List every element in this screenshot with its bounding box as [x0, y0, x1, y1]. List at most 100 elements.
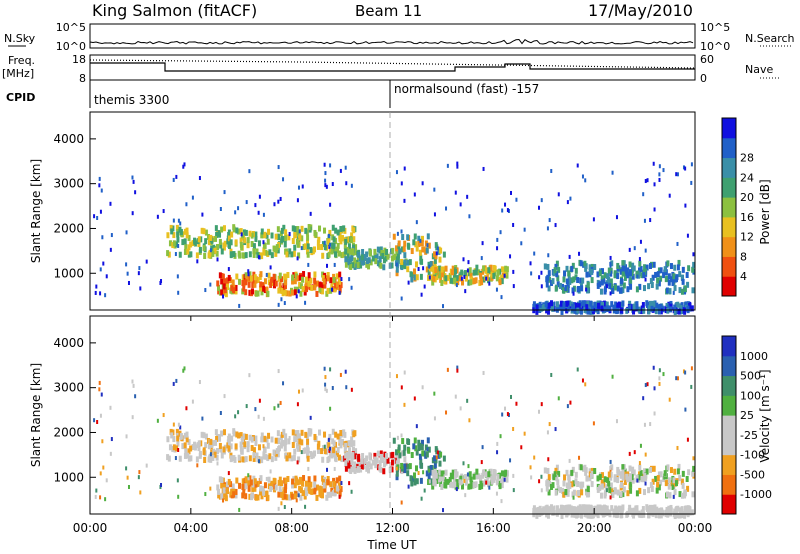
- velocity-cell: [348, 481, 351, 486]
- velocity-cell: [549, 483, 553, 490]
- velocity-cell: [270, 436, 274, 443]
- power-cell: [414, 241, 418, 248]
- power-cell: [277, 199, 280, 204]
- power-cell: [242, 229, 246, 236]
- velocity-cell: [160, 482, 163, 487]
- velocity-cell: [334, 455, 338, 462]
- velocity-cell: [535, 512, 539, 519]
- power-cell: [291, 278, 295, 285]
- power-cell: [474, 277, 478, 284]
- power-cell: [692, 261, 696, 268]
- velocity-cell: [590, 481, 594, 488]
- velocity-cell: [260, 432, 264, 439]
- power-cell: [555, 260, 559, 267]
- velocity-cell: [452, 477, 456, 484]
- velocity-cell: [567, 474, 571, 481]
- velocity-cell: [442, 508, 445, 513]
- velocity-cell: [335, 450, 339, 457]
- power-cell: [292, 250, 296, 257]
- power-cell: [628, 270, 632, 277]
- velocity-cell: [338, 494, 341, 499]
- power-cell: [487, 267, 491, 274]
- velocity-cell: [339, 442, 343, 449]
- velocity-cell: [93, 418, 96, 423]
- velocity-cell: [282, 428, 286, 435]
- velocity-cell: [226, 442, 230, 449]
- power-cell: [95, 284, 98, 289]
- power-cell: [456, 164, 459, 169]
- velocity-cell: [326, 479, 330, 486]
- power-cell: [267, 272, 271, 279]
- power-cell: [293, 278, 297, 285]
- power-cell: [131, 175, 134, 180]
- velocity-cell: [218, 435, 222, 442]
- velocity-cell: [468, 418, 471, 423]
- power-cell: [253, 274, 257, 281]
- velocity-cell: [630, 474, 634, 481]
- velocity-cell: [482, 469, 486, 476]
- velocity-cell: [177, 422, 180, 427]
- velocity-cell: [398, 452, 402, 459]
- power-cell: [235, 273, 239, 280]
- power-cell: [360, 254, 364, 261]
- velocity-cell: [559, 504, 563, 511]
- power-cell: [686, 233, 689, 238]
- power-cell: [579, 260, 583, 267]
- velocity-cell: [673, 508, 677, 515]
- power-cell: [321, 252, 325, 259]
- power-cell: [424, 240, 428, 247]
- power-cell: [424, 248, 428, 255]
- power-cell: [585, 304, 589, 311]
- velocity-cell: [211, 454, 215, 461]
- power-cell: [277, 165, 280, 170]
- power-cell: [600, 268, 604, 275]
- velocity-cell: [227, 478, 231, 485]
- velocity-cell: [183, 452, 187, 459]
- velocity-cell: [417, 445, 421, 452]
- velocity-cell: [198, 380, 201, 385]
- power-cell: [556, 281, 560, 288]
- velocity-cell: [474, 481, 478, 488]
- velocity-cell: [313, 475, 317, 482]
- power-cell: [665, 287, 669, 294]
- velocity-cell: [277, 403, 280, 408]
- power-cell: [245, 200, 248, 205]
- velocity-cell: [691, 470, 695, 477]
- velocity-cell: [326, 491, 330, 498]
- power-cell: [234, 288, 238, 295]
- power-cell: [650, 305, 654, 312]
- velocity-cell: [390, 459, 394, 466]
- power-cell: [692, 252, 695, 257]
- power-cell: [244, 289, 248, 296]
- velocity-cell: [239, 441, 243, 448]
- power-cell: [635, 301, 639, 308]
- power-cell: [132, 179, 135, 184]
- power-cell: [468, 267, 472, 274]
- velocity-cell: [340, 481, 343, 486]
- power-cell: [285, 290, 289, 297]
- velocity-cell: [268, 453, 272, 460]
- power-cell: [391, 247, 395, 254]
- power-cell: [392, 233, 396, 240]
- velocity-cell: [186, 452, 190, 459]
- power-cell: [639, 239, 642, 244]
- power-cell: [195, 252, 199, 259]
- power-cell: [304, 300, 307, 305]
- velocity-cell: [538, 409, 541, 414]
- power-cell: [601, 301, 605, 308]
- power-cell: [296, 275, 300, 282]
- power-cell: [621, 270, 625, 277]
- power-cell: [475, 264, 479, 271]
- power-cell: [343, 251, 347, 258]
- velocity-cell: [98, 387, 101, 392]
- power-cell: [600, 305, 604, 312]
- power-cell: [543, 263, 547, 270]
- velocity-cell: [295, 498, 298, 503]
- velocity-cell: [571, 466, 575, 473]
- velocity-cell: [677, 463, 681, 470]
- power-cell: [635, 286, 639, 293]
- velocity-cell: [659, 512, 663, 519]
- power-cell: [396, 231, 399, 236]
- power-cell: [625, 269, 629, 276]
- power-cell: [174, 252, 177, 257]
